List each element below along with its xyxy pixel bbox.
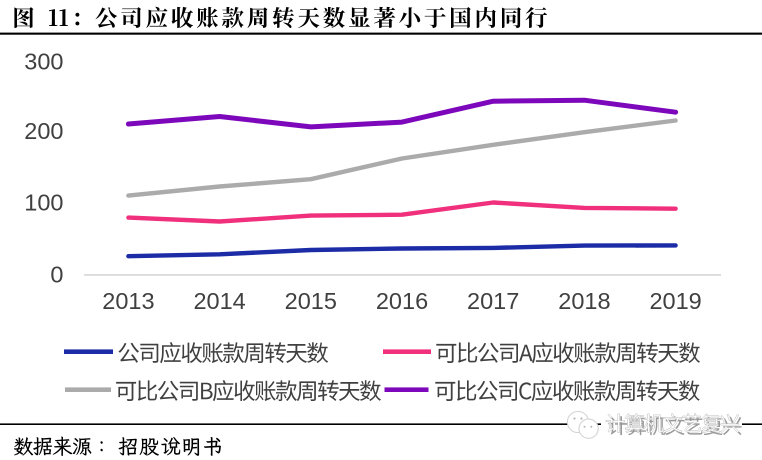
svg-text:200: 200 (24, 118, 63, 144)
svg-text:100: 100 (24, 189, 63, 215)
svg-text:2016: 2016 (376, 288, 428, 314)
svg-text:300: 300 (24, 49, 63, 75)
svg-text:0: 0 (50, 262, 63, 288)
svg-text:2013: 2013 (102, 288, 154, 314)
svg-text:2018: 2018 (558, 288, 610, 314)
svg-text:2019: 2019 (649, 288, 701, 314)
svg-text:2017: 2017 (467, 288, 519, 314)
svg-text:2014: 2014 (193, 288, 245, 314)
svg-text:2015: 2015 (285, 288, 337, 314)
